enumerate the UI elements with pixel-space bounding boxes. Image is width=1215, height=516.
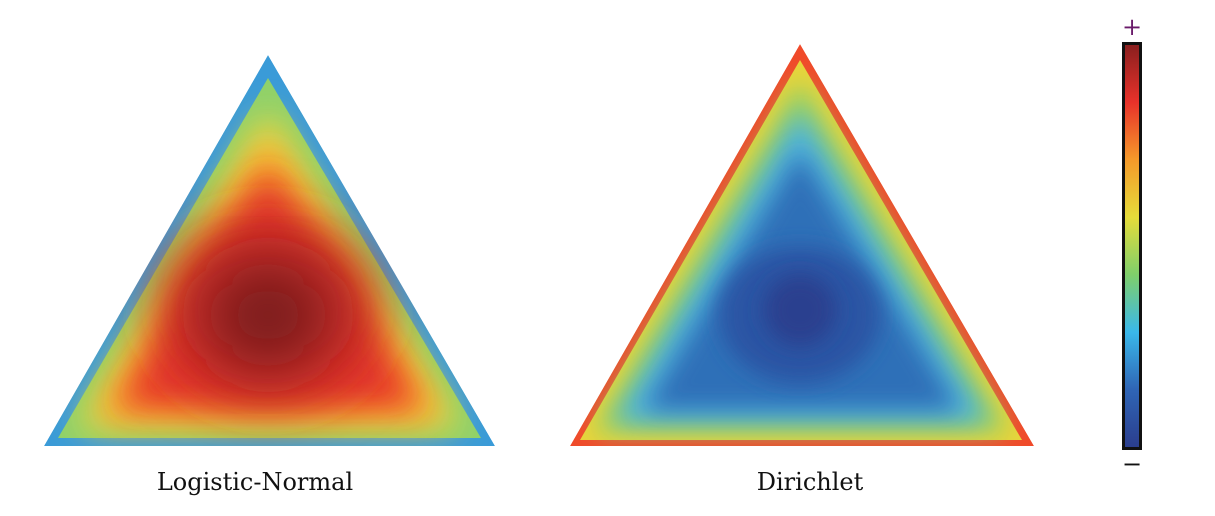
logistic-normal-simplex — [44, 55, 495, 446]
colorbar-gradient — [1122, 42, 1142, 450]
logistic-core — [206, 260, 330, 370]
colorbar: + − — [1110, 10, 1160, 476]
dirichlet-caption: Dirichlet — [756, 468, 864, 496]
colorbar-min-label: − — [1121, 450, 1143, 478]
dirichlet-simplex — [570, 44, 1034, 446]
dirichlet-panel — [568, 0, 1038, 460]
logistic-normal-caption: Logistic-Normal — [156, 468, 354, 496]
logistic-normal-panel — [40, 0, 500, 460]
colorbar-max-label: + — [1121, 13, 1143, 41]
dirichlet-core — [764, 274, 836, 346]
